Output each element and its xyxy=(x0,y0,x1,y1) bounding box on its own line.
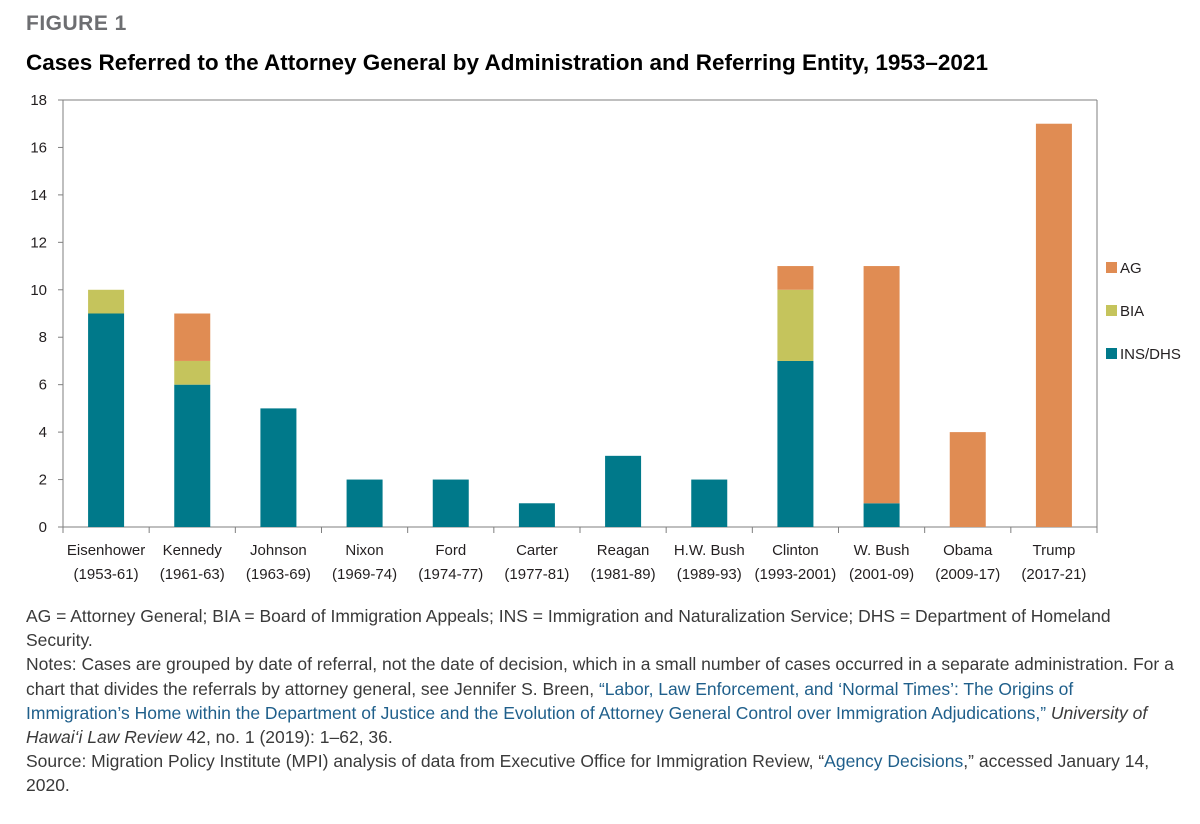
source-paragraph: Source: Migration Policy Institute (MPI)… xyxy=(26,749,1176,797)
x-tick-label-years: (1981-89) xyxy=(591,566,656,583)
figure-notes: AG = Attorney General; BIA = Board of Im… xyxy=(26,604,1176,798)
x-tick-label-years: (1989-93) xyxy=(677,566,742,583)
notes-paragraph: Notes: Cases are grouped by date of refe… xyxy=(26,652,1176,749)
bar-ag-clinton xyxy=(777,266,814,290)
chart-title: Cases Referred to the Attorney General b… xyxy=(26,50,988,75)
y-tick-label: 8 xyxy=(39,329,47,346)
x-tick-label-years: (1963-69) xyxy=(246,566,311,583)
x-tick-label-years: (1961-63) xyxy=(160,566,225,583)
y-tick-label: 10 xyxy=(30,282,47,299)
x-tick-label-name: Obama xyxy=(943,542,993,559)
bar-ins-dhs-kennedy xyxy=(174,384,211,527)
breen-article-link[interactable]: “Labor, Law Enforcement, and ‘Normal Tim… xyxy=(26,678,1074,723)
source-tail: ,” accessed January 14, 2020. xyxy=(26,751,1150,796)
x-tick-label-years: (2009-17) xyxy=(935,566,1000,583)
y-tick-label: 6 xyxy=(39,377,47,394)
bar-ins-dhs-ford xyxy=(432,479,469,527)
source-intro: Source: Migration Policy Institute (MPI)… xyxy=(26,751,825,772)
figure-label: FIGURE 1 xyxy=(26,12,127,35)
bar-ins-dhs-clinton xyxy=(777,360,814,527)
x-tick-label-years: (1977-81) xyxy=(504,566,569,583)
x-tick-label-name: H.W. Bush xyxy=(674,542,745,559)
y-tick-label: 18 xyxy=(30,92,47,109)
x-tick-label-name: W. Bush xyxy=(854,542,910,559)
bar-bia-clinton xyxy=(777,289,814,361)
x-tick-label-name: Carter xyxy=(516,542,558,559)
bar-bia-eisenhower xyxy=(88,289,125,314)
x-tick-label-years: (2017-21) xyxy=(1021,566,1086,583)
x-tick-label-name: Eisenhower xyxy=(67,542,145,559)
bar-ag-kennedy xyxy=(174,313,211,361)
x-tick-label-name: Nixon xyxy=(345,542,383,559)
journal-name: University of Hawai‘i Law Review xyxy=(26,702,1148,748)
y-tick-label: 16 xyxy=(30,139,47,156)
bar-ins-dhs-nixon xyxy=(346,479,383,527)
x-tick-label-name: Clinton xyxy=(772,542,819,559)
y-tick-label: 14 xyxy=(30,187,47,204)
legend-swatch-bia xyxy=(1106,305,1117,316)
legend-label-ins-dhs: INS/DHS xyxy=(1120,346,1181,363)
legend-swatch-ag xyxy=(1106,262,1117,273)
y-tick-label: 4 xyxy=(39,424,47,441)
x-tick-label-years: (1993-2001) xyxy=(755,566,837,583)
x-tick-label-name: Trump xyxy=(1033,542,1076,559)
abbreviations-note: AG = Attorney General; BIA = Board of Im… xyxy=(26,606,1111,651)
bar-ins-dhs-w-bush xyxy=(863,503,900,527)
stacked-bar-chart: 0 2 4 6 8 10 12 14 16 18 Eisenhower (1953-61) Kenned… xyxy=(30,92,1181,583)
bar-ag-trump xyxy=(1035,123,1072,527)
bar-ins-dhs-eisenhower xyxy=(88,313,125,527)
x-tick-label-name: Ford xyxy=(435,542,466,559)
legend-label-bia: BIA xyxy=(1120,303,1144,320)
agency-decisions-link[interactable]: Agency Decisions xyxy=(824,751,964,772)
bar-ag-obama xyxy=(949,432,986,527)
legend-label-ag: AG xyxy=(1120,260,1142,277)
bar-ins-dhs-h-w-bush xyxy=(691,479,728,527)
notes-citation-tail: 42, no. 1 (2019): 1–62, 36. xyxy=(181,727,393,748)
x-tick-label-name: Reagan xyxy=(597,542,650,559)
bar-bia-kennedy xyxy=(174,360,211,385)
x-tick-label-years: (2001-09) xyxy=(849,566,914,583)
bar-ins-dhs-reagan xyxy=(605,455,642,527)
legend-swatch-ins-dhs xyxy=(1106,348,1117,359)
y-tick-label: 12 xyxy=(30,234,47,251)
x-tick-label-years: (1953-61) xyxy=(74,566,139,583)
bar-ins-dhs-carter xyxy=(518,503,555,527)
y-tick-label: 2 xyxy=(39,472,47,489)
bar-ins-dhs-johnson xyxy=(260,408,297,527)
notes-intro: Notes: Cases are grouped by date of refe… xyxy=(26,654,1174,699)
x-tick-label-years: (1969-74) xyxy=(332,566,397,583)
x-tick-label-name: Johnson xyxy=(250,542,307,559)
y-tick-label: 0 xyxy=(39,519,47,536)
bar-ag-w-bush xyxy=(863,266,900,504)
x-tick-label-years: (1974-77) xyxy=(418,566,483,583)
x-tick-label-name: Kennedy xyxy=(163,542,223,559)
